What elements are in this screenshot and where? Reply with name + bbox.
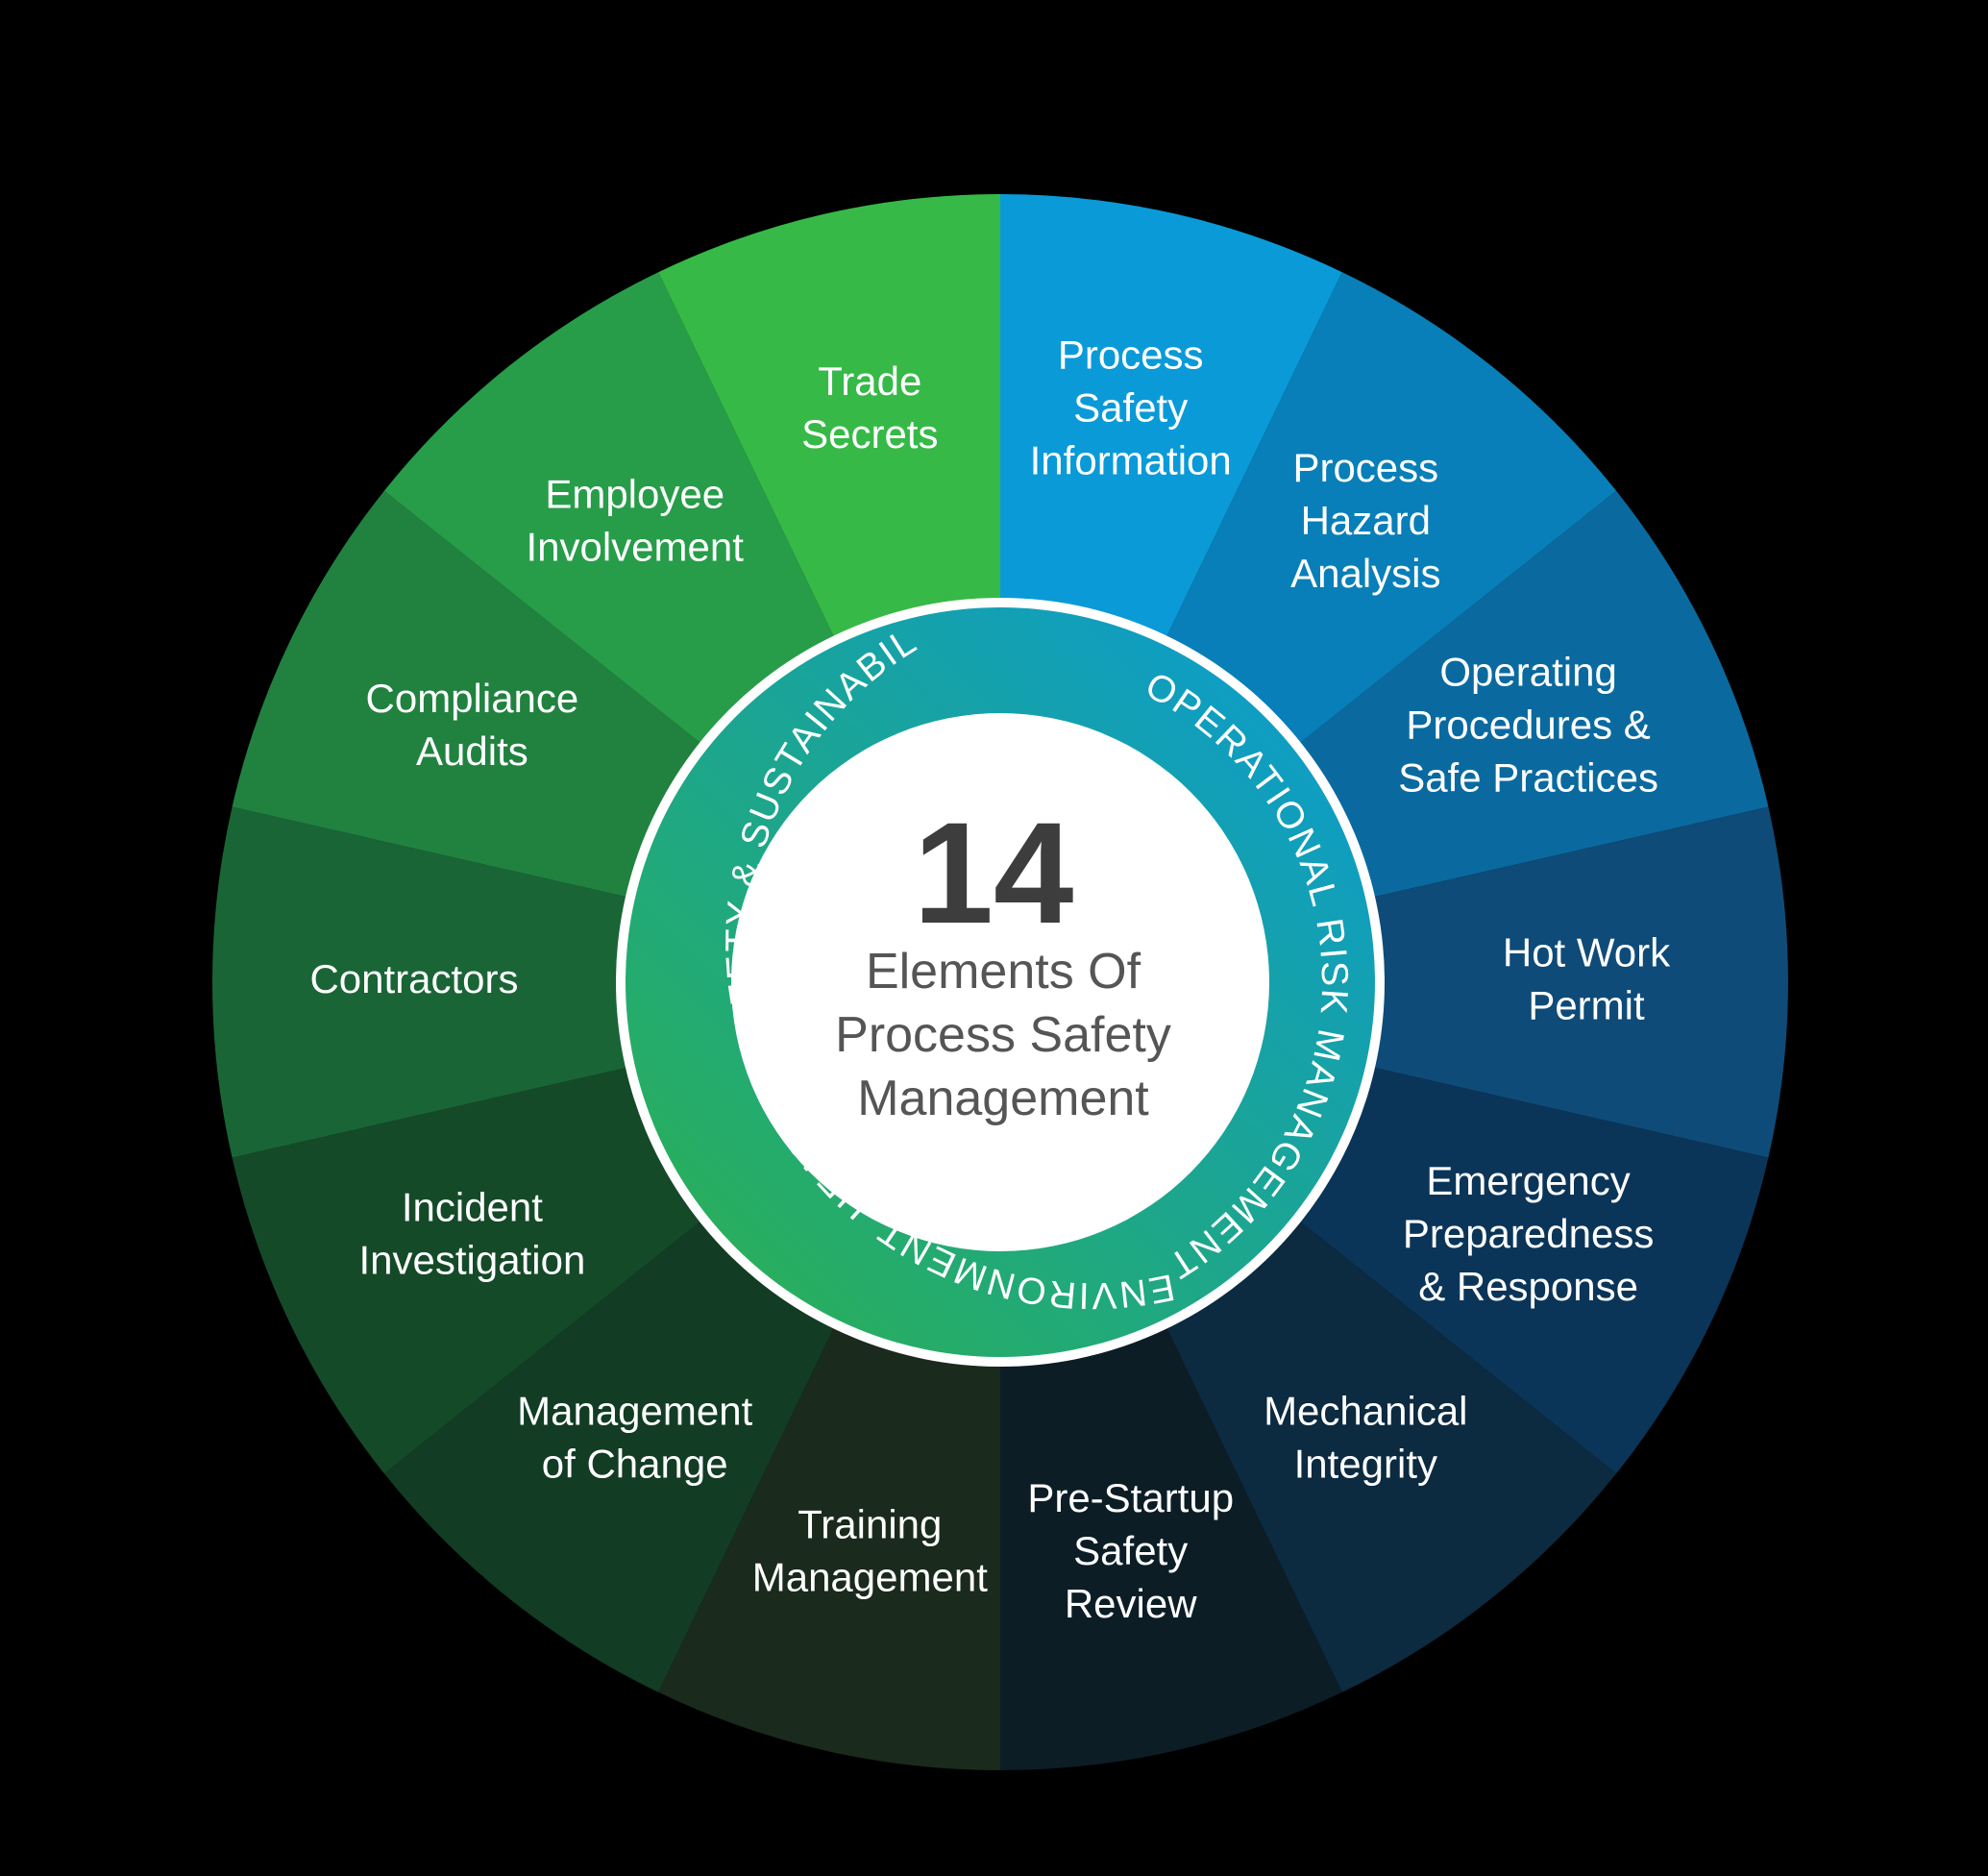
segment-hot-work-permit [1000,806,1788,1158]
segment-label-training-management: Training Management [752,1501,988,1599]
center-disc [731,713,1269,1251]
segment-label-line: Permit [1528,983,1645,1028]
segment-label-line: Safety [1073,1528,1188,1573]
segment-label-line: Management [517,1388,752,1433]
segment-label-line: & Response [1418,1264,1638,1309]
segment-label-hot-work-permit: Hot Work Permit [1503,930,1671,1028]
segment-label-line: Safe Practices [1398,754,1658,800]
segment-label-pre-startup-safety-review: Pre-Startup Safety Review [1027,1475,1234,1626]
segment-label-line: of Change [542,1441,728,1486]
segment-labels: Process Safety Information Process Hazard Ana… [309,332,1671,1625]
segment-label-line: Integrity [1294,1441,1437,1486]
segment-label-line: Secrets [801,411,938,457]
segment-label-line: Employee [545,472,724,517]
segment-label-line: Mechanical [1264,1388,1467,1433]
center-line-2: Process Safety [835,1007,1171,1063]
segment-label-line: Compliance [366,676,579,721]
segment-label-process-safety-information: Process Safety Information [1030,332,1232,482]
segment-label-emergency-preparedness: Emergency Preparedness & Response [1403,1158,1655,1309]
segment-label-line: Pre-Startup [1027,1475,1234,1520]
segment-label-line: Management [752,1554,988,1599]
segment-label-line: Trade [818,358,921,404]
segment-label-line: Procedures & [1406,702,1650,747]
center-line-3: Management [857,1071,1149,1126]
segment-label-line: Incident [402,1184,543,1229]
segment-label-mechanical-integrity: Mechanical Integrity [1264,1388,1467,1486]
segment-label-line: Process [1292,445,1438,490]
segment-label-line: Training [798,1501,942,1546]
center-number: 14 [914,792,1074,953]
segment-label-operating-procedures: Operating Procedures & Safe Practices [1398,649,1658,800]
segment-label-trade-secrets: Trade Secrets [801,358,938,457]
segment-label-incident-investigation: Incident Investigation [358,1184,585,1282]
segment-label-management-of-change: Management of Change [517,1388,752,1486]
segment-label-compliance-audits: Compliance Audits [366,676,579,774]
segment-label-line: Process [1058,332,1204,377]
segment-label-line: Hot Work [1503,930,1671,975]
segment-label-line: Operating [1439,649,1616,694]
segment-label-line: Review [1065,1581,1197,1626]
segment-label-line: Preparedness [1403,1211,1655,1256]
segment-label-line: Audits [416,728,528,774]
segment-label-line: Analysis [1290,551,1440,596]
segment-label-process-hazard-analysis: Process Hazard Analysis [1290,445,1440,596]
segment-label-line: Involvement [526,525,744,570]
segment-label-line: Emergency [1426,1158,1630,1203]
segment-label-line: Contractors [309,956,518,1001]
segment-label-employee-involvement: Employee Involvement [526,472,744,570]
segment-label-line: Investigation [358,1237,585,1282]
segment-label-contractors: Contractors [309,956,518,1001]
segment-label-line: Hazard [1301,498,1431,543]
center-line-1: Elements Of [866,944,1141,1000]
segment-label-line: Information [1030,437,1232,482]
segment-label-line: Safety [1073,384,1188,430]
segment-contractors [212,806,1001,1158]
